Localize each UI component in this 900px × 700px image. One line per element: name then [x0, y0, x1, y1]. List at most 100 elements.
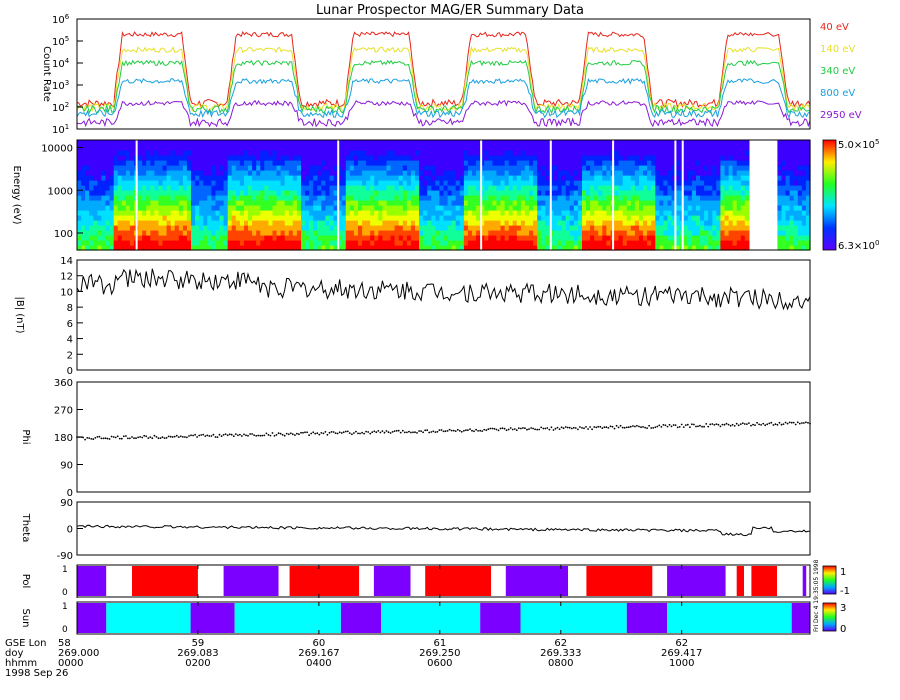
spectrogram-cell	[785, 225, 791, 231]
spectrogram-cell	[268, 200, 274, 206]
spectrogram-cell	[244, 245, 249, 251]
spectrogram-colorbar	[822, 139, 837, 251]
spectrogram-cell	[586, 160, 591, 166]
spectrogram-cell	[777, 210, 783, 216]
spectrogram-cell	[639, 145, 644, 151]
spectrogram-cell	[81, 225, 86, 231]
spectrogram-cell	[272, 180, 278, 186]
spectrogram-cell	[659, 230, 664, 236]
spectrogram-cell	[256, 235, 261, 241]
spectrogram-cell	[382, 165, 388, 171]
spectrogram-cell	[586, 245, 591, 251]
spectrogram-cell	[195, 245, 200, 251]
phi-point	[239, 433, 241, 436]
spectrogram-cell	[545, 160, 550, 166]
spectrogram-cell	[573, 200, 579, 206]
spectrogram-cell	[398, 180, 404, 186]
spectrogram-cell	[256, 175, 261, 181]
spectrogram-cell	[415, 215, 420, 221]
spectrogram-cell	[476, 160, 481, 166]
spectrogram-cell	[455, 175, 461, 181]
spectrogram-cell	[700, 205, 705, 211]
spectrogram-cell	[675, 170, 681, 176]
spectrogram-cell	[374, 225, 379, 231]
spectrogram-cell	[191, 215, 196, 221]
spectrogram-cell	[341, 240, 347, 246]
spectrogram-cell	[797, 170, 803, 176]
spectrogram-cell	[565, 150, 571, 156]
spectrogram-cell	[435, 210, 441, 216]
spectrogram-cell	[244, 235, 249, 241]
spectrogram-cell	[235, 230, 241, 236]
spectrogram-cell	[129, 160, 135, 166]
phi-point	[196, 436, 199, 438]
spectrogram-cell	[720, 205, 726, 211]
spectrogram-cell	[793, 215, 799, 221]
spectrogram-cell	[696, 140, 701, 146]
spectrogram-cell	[81, 235, 86, 241]
spectrogram-cell	[687, 160, 693, 166]
spectrogram-cell	[801, 155, 807, 161]
spectrogram-cell	[264, 190, 269, 196]
spectrogram-cell	[520, 180, 526, 186]
spectrogram-cell	[439, 220, 445, 226]
spectrogram-cell	[415, 195, 420, 201]
spectrogram-cell	[415, 155, 420, 161]
spectrogram-cell	[492, 230, 498, 236]
spectrogram-cell	[138, 170, 143, 176]
spectrogram-cell	[630, 210, 636, 216]
spectrogram-cell	[305, 245, 310, 251]
spectrogram-cell	[516, 235, 522, 241]
spectrogram-cell	[797, 195, 803, 201]
spectrogram-cell	[451, 185, 457, 191]
spectrogram-cell	[443, 220, 449, 226]
spectrogram-cell	[248, 215, 253, 221]
spectrogram-cell	[500, 160, 506, 166]
spectrogram-cell	[696, 235, 701, 241]
spectrogram-cell	[288, 160, 294, 166]
phi-point	[401, 429, 404, 432]
spectrogram-cell	[696, 215, 701, 221]
spectrogram-cell	[77, 180, 82, 186]
spectrogram-cell	[223, 215, 229, 221]
phi-point	[497, 429, 500, 432]
spectrogram-cell	[740, 210, 746, 216]
spectrogram-cell	[374, 170, 379, 176]
spectrogram-cell	[598, 230, 603, 236]
spectrogram-cell	[142, 175, 147, 181]
spectrogram-cell	[370, 235, 375, 241]
spectrogram-cell	[594, 205, 599, 211]
spectrogram-cell	[663, 215, 669, 221]
phi-point	[629, 425, 632, 428]
spectrogram-cell	[394, 160, 400, 166]
phi-point	[365, 430, 367, 433]
spectrogram-cell	[740, 245, 746, 251]
spectrogram-cell	[138, 220, 143, 226]
phi-point	[587, 428, 589, 430]
spectrogram-cell	[150, 140, 155, 146]
spectrogram-cell	[374, 185, 379, 191]
spectrogram-cell	[622, 150, 628, 156]
spectrogram-cell	[244, 165, 249, 171]
spectrogram-cell	[150, 235, 155, 241]
spectrogram-cell	[496, 225, 502, 231]
spectrogram-cell	[402, 220, 408, 226]
spectrogram-cell	[423, 215, 428, 221]
spectrogram-cell	[630, 220, 636, 226]
spectrogram-cell	[223, 240, 229, 246]
spectrogram-cell	[195, 175, 200, 181]
spectrogram-cell	[671, 210, 677, 216]
spectrogram-cell	[781, 185, 787, 191]
spectrogram-cell	[716, 145, 721, 151]
spectrogram-cell	[280, 205, 286, 211]
spectrogram-cell	[675, 205, 681, 211]
spectrogram-cell	[573, 180, 579, 186]
spectrogram-gap	[337, 140, 340, 250]
spectrogram-cell	[223, 230, 229, 236]
spectrogram-cell	[362, 190, 367, 196]
spectrogram-cell	[439, 195, 445, 201]
spectrogram-cell	[639, 220, 644, 226]
spectrogram-cell	[109, 230, 115, 236]
phi-point	[469, 428, 471, 430]
spectrogram-cell	[553, 140, 559, 146]
